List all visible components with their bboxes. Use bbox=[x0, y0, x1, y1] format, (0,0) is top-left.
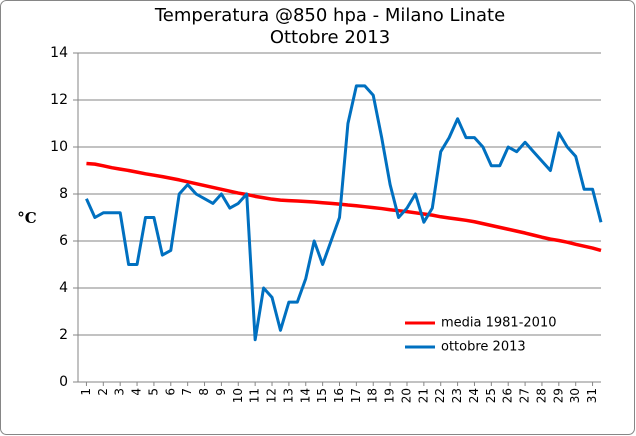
y-tick-label: 12 bbox=[50, 92, 68, 108]
y-tick-label: 8 bbox=[59, 186, 68, 202]
x-tick-label: 11 bbox=[248, 388, 262, 403]
x-tick-label: 3 bbox=[113, 388, 127, 396]
chart-title: Temperatura @850 hpa - Milano Linate bbox=[154, 5, 505, 26]
y-tick-label: 6 bbox=[59, 233, 68, 249]
x-tick-label: 23 bbox=[450, 388, 464, 403]
x-tick-label: 9 bbox=[214, 388, 228, 396]
x-tick-label: 13 bbox=[281, 388, 295, 403]
x-tick-label: 6 bbox=[163, 388, 177, 396]
x-tick-label: 27 bbox=[518, 388, 532, 403]
x-tick-label: 1 bbox=[79, 388, 93, 396]
x-tick-label: 14 bbox=[298, 388, 312, 403]
x-tick-label: 20 bbox=[399, 388, 413, 403]
y-tick-label: 10 bbox=[50, 139, 68, 155]
y-tick-label: 14 bbox=[50, 45, 68, 61]
x-tick-label: 19 bbox=[383, 388, 397, 403]
y-tick-label: 0 bbox=[59, 374, 68, 390]
y-axis-label: °C bbox=[17, 209, 37, 227]
x-tick-label: 5 bbox=[146, 388, 160, 396]
series-line bbox=[86, 161, 602, 253]
x-tick-label: 31 bbox=[585, 388, 599, 403]
x-tick-label: 8 bbox=[197, 388, 211, 396]
legend-label: ottobre 2013 bbox=[441, 340, 526, 355]
x-tick-label: 12 bbox=[265, 388, 279, 403]
x-tick-label: 17 bbox=[349, 388, 363, 403]
x-tick-label: 21 bbox=[416, 388, 430, 403]
legend-label: media 1981-2010 bbox=[441, 316, 556, 331]
x-tick-label: 28 bbox=[534, 388, 548, 403]
series-line bbox=[85, 84, 603, 342]
x-tick-label: 26 bbox=[501, 388, 515, 403]
x-tick-label: 4 bbox=[130, 388, 144, 396]
x-tick-label: 22 bbox=[433, 388, 447, 403]
x-tick-label: 24 bbox=[467, 388, 481, 403]
x-tick-label: 29 bbox=[551, 388, 565, 403]
y-tick-label: 2 bbox=[59, 327, 68, 343]
chart-subtitle: Ottobre 2013 bbox=[270, 27, 390, 48]
x-tick-label: 15 bbox=[315, 388, 329, 403]
x-tick-label: 16 bbox=[332, 388, 346, 403]
x-tick-label: 30 bbox=[568, 388, 582, 403]
x-tick-label: 2 bbox=[96, 388, 110, 396]
x-tick-label: 7 bbox=[180, 388, 194, 396]
x-tick-label: 25 bbox=[484, 388, 498, 403]
x-tick-label: 18 bbox=[366, 388, 380, 403]
y-tick-label: 4 bbox=[59, 280, 68, 296]
x-tick-label: 10 bbox=[231, 388, 245, 403]
